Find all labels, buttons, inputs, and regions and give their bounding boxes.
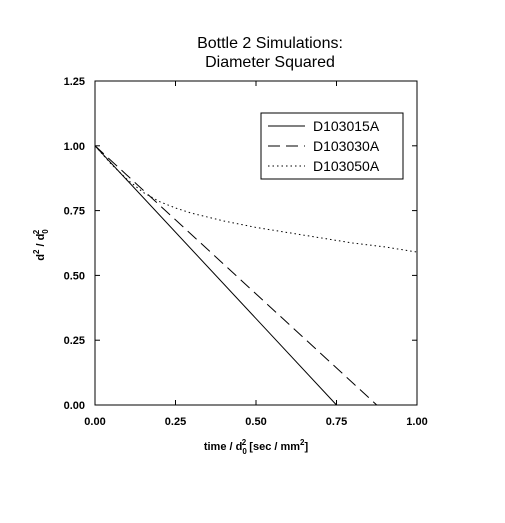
- series-line-d103030a: [94, 145, 378, 406]
- legend-label-d103030a: D103030A: [313, 138, 380, 154]
- legend-box: [260, 112, 404, 180]
- y-axis-label: d2 / d02: [32, 229, 50, 261]
- series-lines: [94, 145, 418, 406]
- legend-label-d103050a: D103050A: [313, 158, 380, 174]
- chart-title: Bottle 2 Simulations: Diameter Squared: [197, 35, 343, 71]
- y-tick-label: 1.00: [64, 141, 85, 153]
- x-axis: 0.00 0.25 0.50 0.75 1.00: [84, 81, 428, 428]
- chart-title-line-1: Bottle 2 Simulations:: [197, 35, 343, 52]
- series-line-d103050a: [94, 145, 418, 253]
- y-tick-label: 0.50: [64, 270, 85, 282]
- y-tick-label: 0.25: [64, 335, 85, 347]
- y-axis: 0.00 0.25 0.50 0.75 1.00 1.25: [64, 76, 417, 412]
- series-line-d103015a: [94, 145, 337, 406]
- x-tick-label: 0.50: [245, 416, 266, 428]
- y-tick-label: 0.75: [64, 206, 85, 218]
- legend: D103015A D103030A D103050A: [260, 112, 404, 180]
- legend-label-d103015a: D103015A: [313, 118, 380, 134]
- x-tick-label: 1.00: [406, 416, 427, 428]
- x-axis-label: time / d02 [sec / mm2]: [204, 438, 309, 456]
- y-tick-label: 1.25: [64, 76, 85, 88]
- chart-title-line-2: Diameter Squared: [205, 54, 335, 71]
- y-tick-label: 0.00: [64, 400, 85, 412]
- x-tick-label: 0.75: [326, 416, 347, 428]
- x-tick-label: 0.00: [84, 416, 105, 428]
- x-tick-label: 0.25: [165, 416, 186, 428]
